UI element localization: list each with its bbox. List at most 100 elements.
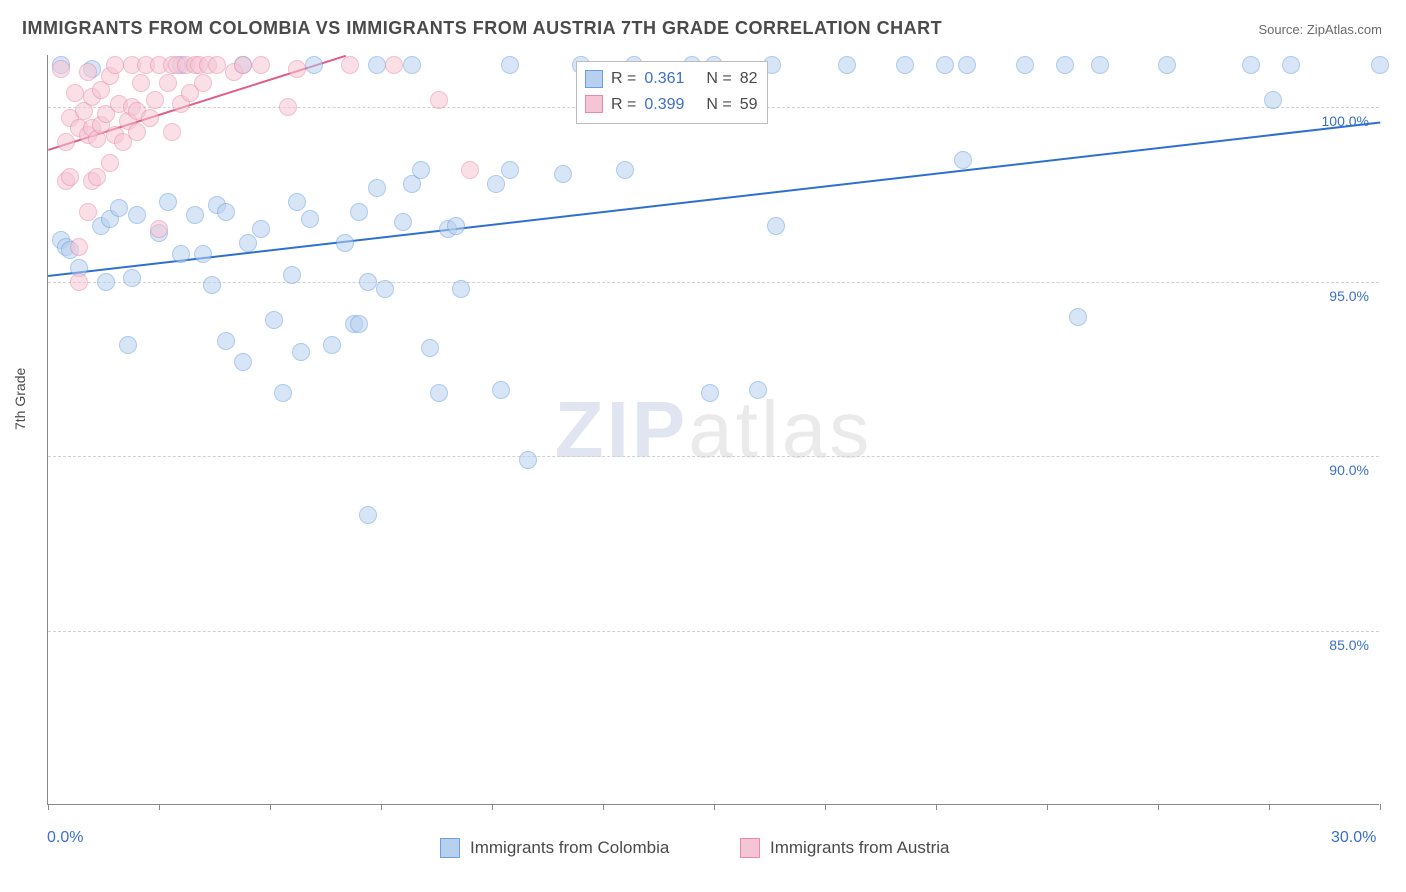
page-root: IMMIGRANTS FROM COLOMBIA VS IMMIGRANTS F… xyxy=(0,0,1406,892)
scatter-point-colombia xyxy=(376,280,394,298)
scatter-point-colombia xyxy=(1069,308,1087,326)
scatter-point-colombia xyxy=(701,384,719,402)
legend-label: Immigrants from Austria xyxy=(770,838,950,858)
scatter-point-austria xyxy=(70,273,88,291)
scatter-point-austria xyxy=(57,133,75,151)
scatter-point-colombia xyxy=(288,193,306,211)
scatter-point-austria xyxy=(106,56,124,74)
watermark-bold: ZIP xyxy=(555,385,688,474)
scatter-point-colombia xyxy=(838,56,856,74)
scatter-point-austria xyxy=(163,123,181,141)
scatter-point-colombia xyxy=(292,343,310,361)
scatter-point-austria xyxy=(279,98,297,116)
scatter-point-austria xyxy=(234,56,252,74)
scatter-point-austria xyxy=(159,74,177,92)
stat-r-label: R = xyxy=(611,66,636,92)
scatter-point-colombia xyxy=(452,280,470,298)
stats-row-colombia: R =0.361N =82 xyxy=(585,66,757,92)
x-tick xyxy=(1047,804,1048,810)
scatter-point-colombia xyxy=(252,220,270,238)
x-tick xyxy=(492,804,493,810)
scatter-point-colombia xyxy=(359,273,377,291)
scatter-point-austria xyxy=(79,63,97,81)
bottom-legend-austria: Immigrants from Austria xyxy=(740,838,950,858)
source-name: ZipAtlas.com xyxy=(1307,22,1382,37)
scatter-point-colombia xyxy=(194,245,212,263)
x-tick xyxy=(381,804,382,810)
scatter-point-colombia xyxy=(283,266,301,284)
scatter-point-austria xyxy=(141,109,159,127)
scatter-point-colombia xyxy=(430,384,448,402)
x-tick-label: 0.0% xyxy=(47,829,83,847)
x-tick xyxy=(270,804,271,810)
scatter-point-austria xyxy=(66,84,84,102)
scatter-point-colombia xyxy=(305,56,323,74)
scatter-point-austria xyxy=(150,220,168,238)
gridline-h xyxy=(48,456,1379,457)
scatter-point-colombia xyxy=(1264,91,1282,109)
scatter-point-colombia xyxy=(203,276,221,294)
stat-n-value: 59 xyxy=(740,92,758,118)
x-tick xyxy=(1158,804,1159,810)
scatter-point-austria xyxy=(128,123,146,141)
scatter-point-colombia xyxy=(767,217,785,235)
scatter-point-colombia xyxy=(403,56,421,74)
x-tick xyxy=(1380,804,1381,810)
x-tick xyxy=(714,804,715,810)
x-tick-label: 30.0% xyxy=(1331,829,1376,847)
chart-title: IMMIGRANTS FROM COLOMBIA VS IMMIGRANTS F… xyxy=(22,18,942,39)
scatter-point-colombia xyxy=(616,161,634,179)
scatter-point-austria xyxy=(70,238,88,256)
scatter-point-colombia xyxy=(368,179,386,197)
stats-row-austria: R =0.399N =59 xyxy=(585,92,757,118)
scatter-point-colombia xyxy=(501,56,519,74)
y-axis-title: 7th Grade xyxy=(12,368,28,430)
scatter-point-colombia xyxy=(217,203,235,221)
stat-r-value: 0.361 xyxy=(644,66,698,92)
trend-line-colombia xyxy=(48,121,1380,276)
scatter-point-austria xyxy=(430,91,448,109)
legend-swatch-colombia xyxy=(585,70,603,88)
x-tick xyxy=(825,804,826,810)
stat-r-label: R = xyxy=(611,92,636,118)
scatter-point-colombia xyxy=(421,339,439,357)
scatter-point-colombia xyxy=(554,165,572,183)
scatter-point-austria xyxy=(288,60,306,78)
scatter-point-austria xyxy=(101,154,119,172)
scatter-point-colombia xyxy=(336,234,354,252)
stats-legend-box: R =0.361N =82R =0.399N =59 xyxy=(576,61,768,124)
scatter-point-colombia xyxy=(350,315,368,333)
scatter-point-colombia xyxy=(350,203,368,221)
scatter-point-colombia xyxy=(265,311,283,329)
x-tick xyxy=(48,804,49,810)
legend-label: Immigrants from Colombia xyxy=(470,838,669,858)
legend-swatch-austria xyxy=(585,95,603,113)
x-tick xyxy=(603,804,604,810)
scatter-point-colombia xyxy=(110,199,128,217)
gridline-h xyxy=(48,282,1379,283)
scatter-point-austria xyxy=(52,60,70,78)
scatter-point-colombia xyxy=(359,506,377,524)
scatter-point-colombia xyxy=(501,161,519,179)
scatter-point-austria xyxy=(341,56,359,74)
x-tick xyxy=(1269,804,1270,810)
scatter-point-austria xyxy=(252,56,270,74)
scatter-point-colombia xyxy=(274,384,292,402)
scatter-plot: ZIPatlas 85.0%90.0%95.0%100.0%R =0.361N … xyxy=(47,55,1379,805)
scatter-point-colombia xyxy=(1242,56,1260,74)
gridline-h xyxy=(48,631,1379,632)
scatter-point-austria xyxy=(194,74,212,92)
scatter-point-colombia xyxy=(936,56,954,74)
scatter-point-austria xyxy=(61,168,79,186)
scatter-point-colombia xyxy=(519,451,537,469)
x-tick xyxy=(936,804,937,810)
x-tick xyxy=(159,804,160,810)
scatter-point-colombia xyxy=(1091,56,1109,74)
source-attribution: Source: ZipAtlas.com xyxy=(1258,22,1382,37)
scatter-point-colombia xyxy=(394,213,412,231)
scatter-point-colombia xyxy=(1371,56,1389,74)
scatter-point-colombia xyxy=(217,332,235,350)
scatter-point-colombia xyxy=(234,353,252,371)
scatter-point-colombia xyxy=(492,381,510,399)
scatter-point-colombia xyxy=(186,206,204,224)
